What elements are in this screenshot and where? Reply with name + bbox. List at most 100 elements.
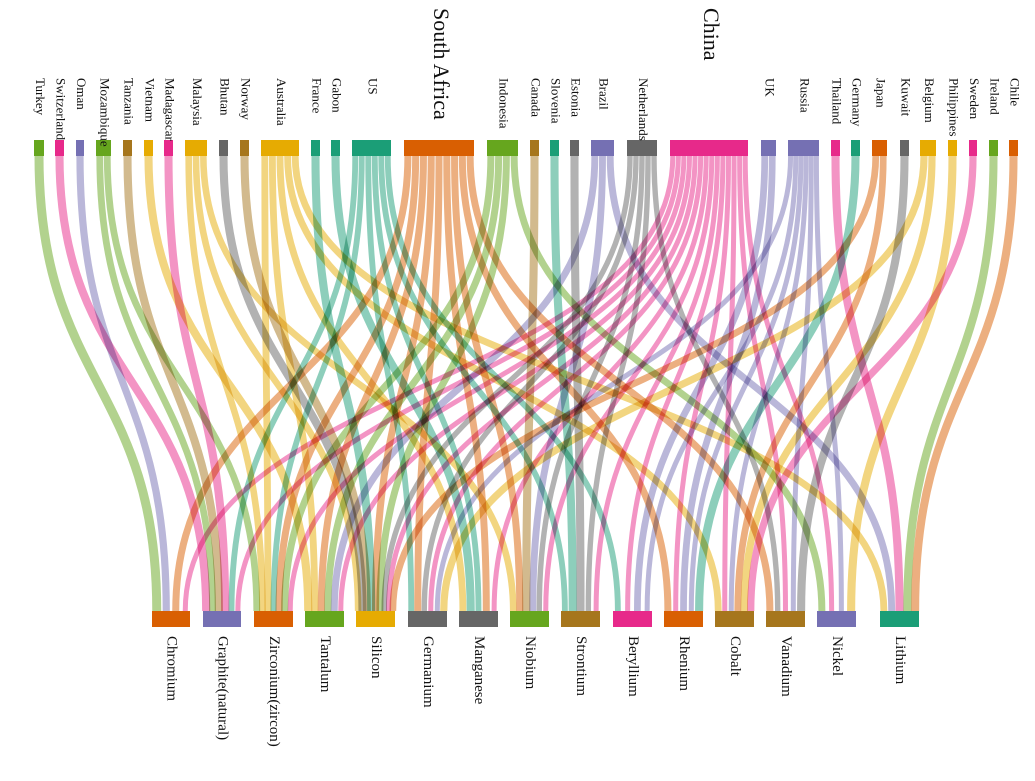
country-label-france: France [310,78,325,114]
flow-link-russia-germanium [434,155,794,612]
mineral-node-rhenium [664,611,703,627]
flow-link-china-tantalum [338,155,693,612]
flow-link-netherlands-germanium [421,155,639,612]
country-node-south_africa [404,140,474,156]
flow-link-netherlands-niobium [536,155,645,612]
mineral-node-nickel [817,611,856,627]
country-label-mozambique: Mozambique [98,78,113,147]
flow-link-thailand-lithium [831,155,904,612]
mineral-node-strontium [561,611,600,627]
country-node-mozambique [96,140,111,156]
country-label-philippines: Philippines [947,78,962,137]
country-node-madagascar [164,140,173,156]
country-label-brazil: Brazil [597,78,612,110]
mineral-label-silicon: Silicon [368,636,384,679]
country-node-bhutan [219,140,228,156]
country-node-australia [261,140,299,156]
mineral-label-niobium: Niobium [522,636,538,690]
country-node-slovenia [550,140,559,156]
mineral-label-chromium: Chromium [164,636,180,701]
links-layer [34,155,1018,612]
flow-link-russia-rhenium [688,155,804,612]
mineral-label-lithium: Lithium [892,636,908,685]
mineral-node-niobium [510,611,549,627]
country-node-chile [1009,140,1018,156]
mineral-label-nickel: Nickel [829,636,845,676]
country-label-vietnam: Vietnam [143,78,158,122]
flow-link-russia-cobalt [728,155,809,612]
flow-link-brazil-tantalum [330,155,599,612]
flow-link-mozambique-zirconium [103,155,261,612]
country-label-malaysia: Malaysia [190,78,205,126]
flow-link-philippines-nickel [847,155,957,612]
flow-link-uk-rhenium [680,155,776,612]
country-label-chile: Chile [1008,78,1023,106]
country-label-sweden: Sweden [967,78,982,120]
country-node-oman [76,140,84,156]
flow-link-china-silicon [385,155,698,612]
flow-link-china-graphite [235,155,681,612]
country-label-thailand: Thailand [830,78,845,125]
country-label-oman: Oman [74,78,89,110]
mineral-node-manganese [459,611,498,627]
flow-link-us-zirconium [270,155,365,612]
flow-link-indonesia-silicon [376,155,510,612]
country-node-gabon [331,140,340,156]
mineral-node-germanium [408,611,447,627]
mineral-node-beryllium [613,611,652,627]
flow-link-belgium-cobalt [740,155,936,612]
country-label-belgium: Belgium [922,78,937,123]
flow-link-uk-beryllium [634,155,769,612]
flow-link-malaysia-niobium [200,155,517,612]
country-label-bhutan: Bhutan [218,78,233,116]
flow-link-south_africa-silicon [372,155,435,612]
country-node-japan [872,140,887,156]
country-label-uk: UK [763,78,778,97]
country-node-switzerland [55,140,64,156]
mineral-node-graphite [203,611,241,627]
nodes-layer [34,140,1018,627]
mineral-label-strontium: Strontium [573,636,589,696]
country-node-netherlands [627,140,657,156]
mineral-label-graphite: Graphite(natural) [215,636,231,740]
country-label-ireland: Ireland [988,78,1003,115]
flow-link-ireland-lithium [903,155,998,612]
mineral-label-manganese: Manganese [471,636,487,705]
country-label-russia: Russia [798,78,813,113]
flow-link-south_africa-zirconium [275,155,420,612]
flow-link-russia-nickel [813,155,844,612]
country-node-vietnam [144,140,153,156]
flow-link-turkey-chromium [34,155,162,612]
mineral-node-silicon [356,611,395,627]
flow-link-japan-silicon [389,155,880,612]
flow-link-south_africa-chromium [172,155,412,612]
country-node-ireland [989,140,998,156]
mineral-node-vanadium [766,611,805,627]
country-node-indonesia [487,140,518,156]
country-node-philippines [948,140,957,156]
country-label-gabon: Gabon [330,78,345,113]
country-node-france [311,140,320,156]
flow-link-indonesia-zirconium [281,155,495,612]
flow-link-indonesia-tantalum [324,155,503,612]
country-label-netherlands: Netherlands [636,78,651,141]
labels-layer: Turkey Switzerland Oman Mozambique Tanzania V… [33,8,1023,747]
country-node-uk [761,140,776,156]
country-node-belgium [920,140,936,156]
country-node-malaysia [185,140,207,156]
flow-link-belgium-germanium [440,155,928,612]
mineral-node-tantalum [305,611,344,627]
flow-link-madagascar-graphite [164,155,230,612]
mineral-label-cobalt: Cobalt [727,636,743,677]
flow-link-japan-cobalt [734,155,887,612]
country-node-thailand [831,140,840,156]
flow-link-russia-vanadium [790,155,814,612]
country-label-japan: Japan [874,78,889,108]
flow-link-china-manganese [491,155,709,612]
country-node-us [352,140,391,156]
flow-link-china-germanium [428,155,704,612]
flow-link-russia-beryllium [644,155,799,612]
flow-link-china-vanadium [737,155,789,612]
country-label-kuwait: Kuwait [899,78,914,117]
country-node-sweden [969,140,977,156]
